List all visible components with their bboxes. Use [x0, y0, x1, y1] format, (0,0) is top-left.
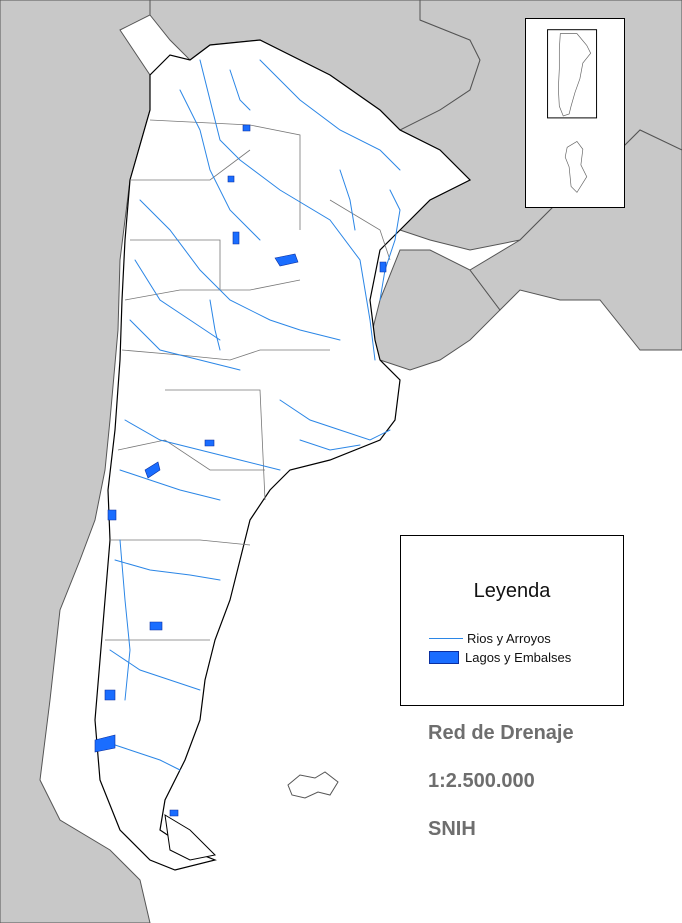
lakes — [94, 124, 387, 817]
chile-land — [0, 0, 151, 923]
river — [299, 439, 361, 451]
lake — [204, 439, 215, 447]
legend-item-label: Rios y Arroyos — [467, 631, 551, 646]
river — [129, 319, 241, 371]
lake-fill-icon — [429, 651, 459, 664]
river — [229, 69, 251, 111]
province-border — [117, 439, 265, 471]
river — [279, 399, 391, 441]
lake — [107, 509, 117, 521]
river — [119, 539, 131, 701]
province-border — [165, 389, 266, 501]
river — [109, 649, 201, 691]
province-border — [130, 239, 221, 290]
lake — [104, 689, 116, 701]
lake — [227, 175, 235, 183]
legend-item-lakes: Lagos y Embalses — [429, 650, 571, 665]
lake — [149, 621, 163, 631]
map-source: SNIH — [428, 818, 476, 840]
river — [134, 259, 221, 341]
province-border — [130, 149, 251, 181]
province-border — [110, 539, 251, 546]
map-title: Red de Drenaje — [428, 722, 574, 744]
province-border — [149, 119, 301, 230]
river-line-icon — [429, 638, 463, 639]
river — [199, 59, 376, 361]
river — [119, 469, 221, 501]
map-scale: 1:2.500.000 — [428, 770, 535, 792]
locator-inset — [525, 18, 625, 208]
lake — [144, 461, 161, 479]
river — [139, 199, 341, 341]
river — [179, 89, 261, 241]
legend-item-label: Lagos y Embalses — [465, 650, 572, 665]
province-border — [121, 349, 330, 361]
lake — [379, 261, 387, 273]
province-border — [124, 279, 301, 301]
province-border — [329, 199, 391, 261]
inset-extent-box — [547, 29, 598, 119]
legend-item-rivers: Rios y Arroyos — [429, 631, 551, 646]
lake — [94, 734, 116, 753]
map-legend: Leyenda Rios y Arroyos Lagos y Embalses — [400, 535, 624, 706]
tierra-del-fuego — [164, 814, 217, 861]
river — [114, 559, 221, 581]
argentina-land — [94, 39, 472, 871]
river — [339, 169, 356, 231]
lake — [169, 809, 179, 817]
lake — [232, 231, 240, 245]
inset-argentina-outline — [557, 33, 592, 117]
lake — [242, 124, 251, 132]
river — [124, 419, 281, 471]
river — [379, 189, 401, 301]
province-borders — [105, 119, 391, 641]
inset-antarctica-outline — [564, 140, 588, 193]
lake — [274, 253, 299, 267]
river — [209, 299, 221, 351]
islas-malvinas — [287, 771, 339, 799]
river — [259, 59, 401, 171]
legend-title: Leyenda — [473, 580, 551, 602]
locator-inset-map — [547, 29, 598, 193]
